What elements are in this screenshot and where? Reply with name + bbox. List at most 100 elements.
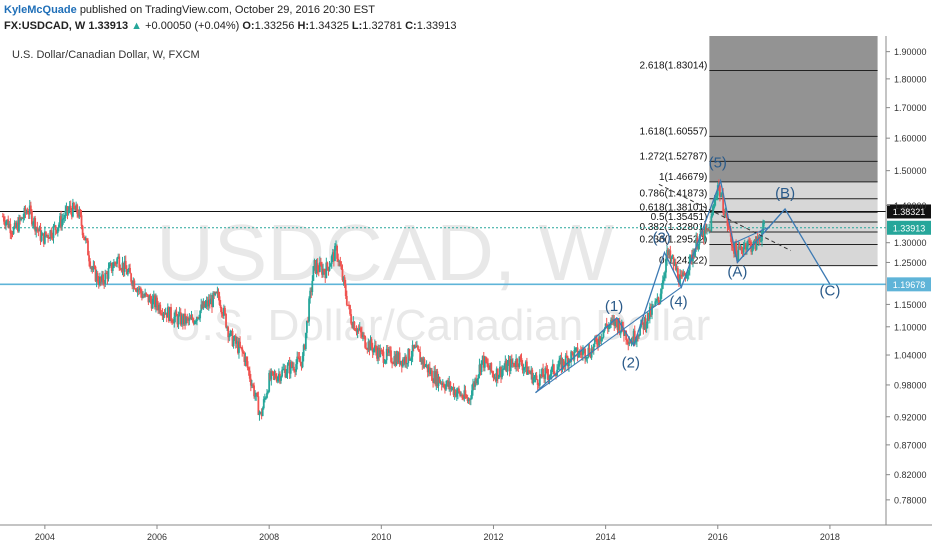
- candle-body: [110, 262, 113, 271]
- candle-body: [251, 384, 253, 386]
- candle-body: [525, 361, 528, 375]
- candle-body: [298, 357, 301, 362]
- candle-body: [107, 268, 110, 279]
- candle-body: [245, 357, 248, 362]
- candle-body: [63, 217, 66, 219]
- wave-label: (C): [820, 283, 841, 300]
- candle-body: [637, 336, 639, 338]
- candle-body: [317, 270, 320, 272]
- candle-body: [39, 227, 42, 241]
- candle-body: [77, 213, 80, 217]
- candle-body: [249, 378, 252, 386]
- dashed-trendline[interactable]: [658, 183, 791, 251]
- candle-body: [254, 395, 257, 397]
- candle-body: [268, 372, 271, 392]
- candle-body: [200, 304, 203, 311]
- fib-level-label: 1.272(1.52787): [640, 151, 708, 162]
- y-tick-label: 1.60000: [894, 134, 927, 144]
- candle-body: [260, 412, 263, 417]
- candle-body: [238, 341, 240, 353]
- wave-channel-line[interactable]: [734, 226, 769, 244]
- candle-body: [217, 291, 220, 297]
- candle-body: [381, 350, 384, 352]
- open-value: 1.33256: [254, 20, 295, 32]
- candle-body: [683, 272, 686, 276]
- candle-body: [5, 221, 7, 226]
- candle-body: [363, 335, 365, 337]
- y-tick-label: 1.70000: [894, 103, 927, 113]
- candle-body: [411, 344, 414, 357]
- candle-body: [137, 288, 140, 290]
- candle-body: [248, 370, 251, 379]
- candle-body: [616, 321, 619, 330]
- candle-body: [116, 258, 119, 264]
- candle-body: [339, 261, 342, 266]
- candle-body: [533, 377, 536, 379]
- candle-body: [166, 307, 169, 318]
- x-tick-label: 2018: [820, 532, 840, 542]
- candle-body: [198, 318, 200, 320]
- candle-body: [664, 272, 666, 277]
- symbol-label: FX:USDCAD, W: [4, 20, 86, 32]
- candle-body: [75, 204, 78, 211]
- candle-body: [221, 313, 224, 316]
- candle-body: [55, 229, 58, 233]
- candle-body: [379, 349, 382, 358]
- price-chart[interactable]: 2.618(1.83014) 1.618(1.60557) 1.272(1.5278…: [0, 36, 932, 550]
- candle-body: [376, 350, 378, 359]
- wave-channel-line[interactable]: [535, 286, 682, 394]
- candle-body: [515, 358, 518, 367]
- candle-body: [60, 216, 62, 227]
- price-tag: 1.33913: [893, 223, 926, 233]
- fibonacci-extension[interactable]: 2.618(1.83014) 1.618(1.60557) 1.272(1.5278…: [640, 36, 878, 267]
- elliott-wave-drawing[interactable]: (1) (2) (3) (4) (5) (A) (B) (C): [535, 154, 841, 394]
- candle-body: [235, 341, 238, 344]
- candle-body: [261, 408, 264, 417]
- candle-body: [14, 222, 17, 228]
- candle-body: [393, 356, 396, 364]
- candle-body: [314, 260, 317, 274]
- author-link[interactable]: KyleMcQuade: [4, 4, 77, 16]
- candle-body: [633, 330, 636, 343]
- candle-body: [65, 206, 68, 211]
- candle-body: [456, 388, 459, 394]
- candle-body: [373, 345, 376, 349]
- candle-body: [54, 225, 57, 230]
- candle-body: [658, 300, 661, 302]
- candle-body: [17, 222, 19, 232]
- candle-body: [201, 304, 204, 309]
- candle-body: [486, 362, 488, 364]
- candle-body: [327, 267, 330, 271]
- candle-body: [165, 312, 168, 318]
- candle-body: [474, 378, 477, 387]
- candle-body: [313, 260, 316, 267]
- candle-body: [674, 262, 677, 271]
- candle-body: [755, 236, 758, 250]
- candle-body: [575, 347, 578, 349]
- candle-body: [289, 362, 292, 374]
- candle-body: [212, 292, 214, 308]
- candle-body: [35, 227, 38, 232]
- y-tick-label: 0.92000: [894, 412, 927, 422]
- candle-body: [157, 305, 159, 311]
- candle-body: [43, 231, 46, 244]
- candle-body: [240, 347, 243, 349]
- candle-body: [70, 210, 73, 217]
- candle-body: [722, 193, 725, 212]
- candle-body: [273, 373, 276, 375]
- candle-body: [232, 339, 235, 347]
- candle-body: [413, 345, 416, 349]
- candle-body: [463, 390, 466, 399]
- horizontal-lines[interactable]: [0, 210, 886, 286]
- candle-body: [721, 193, 723, 197]
- candle-body: [459, 391, 461, 396]
- candle-body: [571, 351, 574, 353]
- candle-body: [23, 207, 26, 218]
- candle-body: [307, 320, 309, 322]
- candle-body: [383, 362, 386, 364]
- price-tag-bg: [887, 204, 931, 219]
- candle-body: [284, 368, 287, 378]
- candle-body: [329, 263, 332, 267]
- candle-body: [90, 267, 93, 269]
- candle-body: [736, 251, 739, 262]
